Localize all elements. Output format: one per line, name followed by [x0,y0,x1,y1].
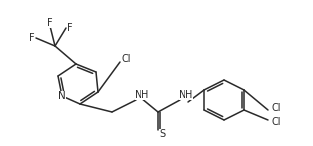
Text: H: H [185,90,193,100]
Text: Cl: Cl [271,117,281,127]
Text: S: S [159,129,165,139]
Text: H: H [141,90,149,100]
Text: F: F [67,23,73,33]
Text: N: N [135,90,143,100]
Text: N: N [179,90,187,100]
Text: Cl: Cl [271,103,281,113]
Text: F: F [29,33,35,43]
Text: Cl: Cl [121,54,131,64]
Text: F: F [47,18,53,28]
Text: N: N [58,91,66,101]
